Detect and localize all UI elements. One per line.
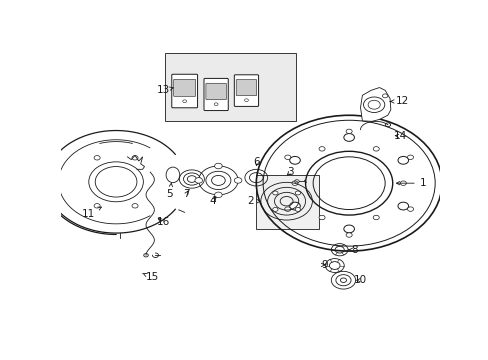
- Text: 12: 12: [389, 96, 408, 107]
- Text: 5: 5: [166, 183, 173, 199]
- Circle shape: [407, 155, 413, 159]
- Text: 14: 14: [393, 131, 406, 141]
- Circle shape: [367, 100, 380, 109]
- Circle shape: [195, 177, 202, 183]
- Circle shape: [382, 94, 387, 98]
- Text: 1: 1: [396, 178, 426, 188]
- Circle shape: [291, 181, 297, 185]
- Circle shape: [343, 225, 354, 233]
- Text: 7: 7: [183, 189, 189, 199]
- FancyBboxPatch shape: [205, 83, 226, 100]
- Circle shape: [244, 99, 248, 102]
- Circle shape: [132, 156, 138, 160]
- Text: 10: 10: [353, 275, 366, 285]
- Polygon shape: [360, 87, 390, 121]
- Circle shape: [272, 191, 278, 195]
- Circle shape: [397, 157, 408, 164]
- Text: 6: 6: [253, 157, 260, 167]
- Circle shape: [295, 191, 300, 195]
- FancyBboxPatch shape: [236, 80, 256, 96]
- Text: 11: 11: [82, 207, 101, 219]
- Circle shape: [407, 207, 413, 211]
- Circle shape: [183, 100, 186, 103]
- Text: 16: 16: [157, 217, 170, 227]
- Circle shape: [132, 204, 138, 208]
- Circle shape: [284, 155, 290, 159]
- Circle shape: [214, 103, 218, 105]
- Circle shape: [400, 181, 406, 185]
- FancyBboxPatch shape: [171, 74, 197, 108]
- Text: 4: 4: [209, 196, 216, 206]
- FancyBboxPatch shape: [203, 78, 228, 111]
- Text: 9: 9: [321, 260, 327, 270]
- Circle shape: [318, 215, 325, 220]
- Circle shape: [289, 202, 300, 210]
- Text: 15: 15: [142, 273, 159, 283]
- Circle shape: [284, 207, 290, 211]
- Circle shape: [214, 192, 222, 198]
- Circle shape: [234, 177, 242, 183]
- Circle shape: [289, 157, 300, 164]
- Circle shape: [94, 156, 100, 160]
- FancyBboxPatch shape: [173, 79, 195, 96]
- Circle shape: [272, 207, 278, 211]
- Circle shape: [346, 233, 351, 237]
- Circle shape: [94, 204, 100, 208]
- Circle shape: [363, 97, 384, 112]
- Bar: [256, 175, 318, 229]
- Circle shape: [397, 202, 408, 210]
- Circle shape: [214, 163, 222, 169]
- Text: 3: 3: [286, 167, 293, 177]
- Circle shape: [295, 207, 300, 211]
- Circle shape: [346, 129, 351, 134]
- Circle shape: [343, 134, 354, 141]
- Text: 13: 13: [157, 85, 173, 95]
- Text: 8: 8: [348, 245, 357, 255]
- Bar: [165, 53, 295, 121]
- FancyBboxPatch shape: [234, 75, 258, 107]
- Text: 2: 2: [247, 196, 260, 206]
- Circle shape: [372, 147, 379, 151]
- Circle shape: [372, 215, 379, 220]
- Circle shape: [318, 147, 325, 151]
